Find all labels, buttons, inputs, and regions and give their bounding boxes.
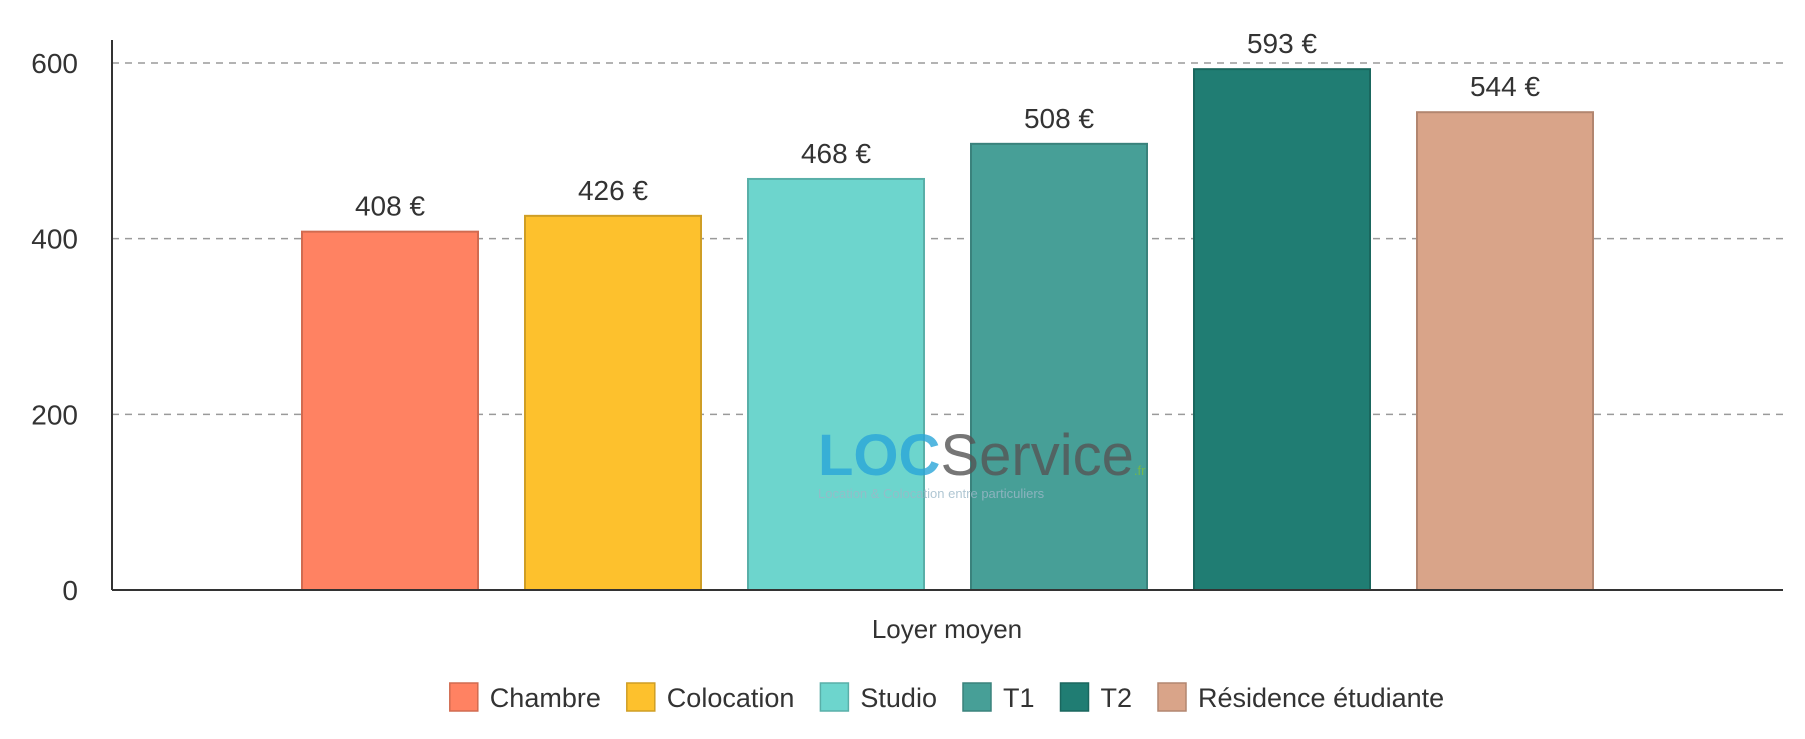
bar-t2 (1193, 68, 1371, 592)
y-tick-label: 200 (31, 399, 78, 430)
y-tick-label: 600 (31, 48, 78, 79)
legend-item-residence-etudiante: Résidence étudiante (1157, 682, 1444, 713)
legend: Chambre Colocation Studio T1 T2 Résidence étu… (449, 682, 1444, 713)
legend-label: Studio (860, 683, 937, 713)
legend-label: T2 (1101, 683, 1133, 713)
watermark-loc: LOC (818, 423, 940, 488)
legend-label: Colocation (667, 683, 795, 713)
legend-label: T1 (1003, 683, 1035, 713)
y-tick-label: 400 (31, 224, 78, 255)
legend-item-t1: T1 (962, 682, 1035, 713)
legend-swatch (819, 682, 850, 712)
legend-label: Chambre (490, 683, 601, 713)
bar-colocation (524, 214, 702, 591)
data-label-residence-etudiante: 544 € (1470, 71, 1540, 102)
legend-swatch (626, 682, 656, 712)
data-label-chambre: 408 € (355, 191, 425, 222)
bars (301, 68, 1594, 592)
data-label-t1: 508 € (1024, 103, 1094, 134)
watermark-suffix: .fr (1134, 463, 1146, 478)
svg-text:LOCService.fr: LOCService.fr (818, 423, 1146, 488)
y-axis-ticks: 0 200 400 600 (31, 48, 78, 606)
bar-chambre (301, 230, 479, 591)
legend-swatch (449, 682, 479, 712)
legend-swatch (1157, 682, 1187, 712)
legend-item-chambre: Chambre (449, 682, 601, 713)
watermark-service: Service (940, 423, 1133, 488)
bar-studio (747, 177, 925, 591)
data-label-colocation: 426 € (578, 175, 648, 206)
legend-item-colocation: Colocation (626, 682, 795, 713)
data-labels: 408 € 426 € 468 € 508 € 593 € 544 € (355, 28, 1540, 221)
legend-item-t2: T2 (1059, 682, 1133, 713)
legend-item-studio: Studio (819, 682, 937, 713)
legend-label: Résidence étudiante (1198, 683, 1444, 713)
bar-t1 (970, 142, 1148, 591)
data-label-studio: 468 € (801, 138, 871, 169)
legend-swatch (962, 682, 992, 712)
x-axis-category-label: Loyer moyen (872, 614, 1022, 644)
y-tick-label: 0 (62, 575, 78, 606)
data-label-t2: 593 € (1247, 28, 1317, 59)
watermark-tagline: Location & Colocation entre particuliers (818, 486, 1045, 501)
watermark-logo: LOCService.fr Location & Colocation entr… (818, 423, 1146, 501)
bar-residence-etudiante (1416, 111, 1594, 591)
legend-swatch (1059, 682, 1090, 712)
